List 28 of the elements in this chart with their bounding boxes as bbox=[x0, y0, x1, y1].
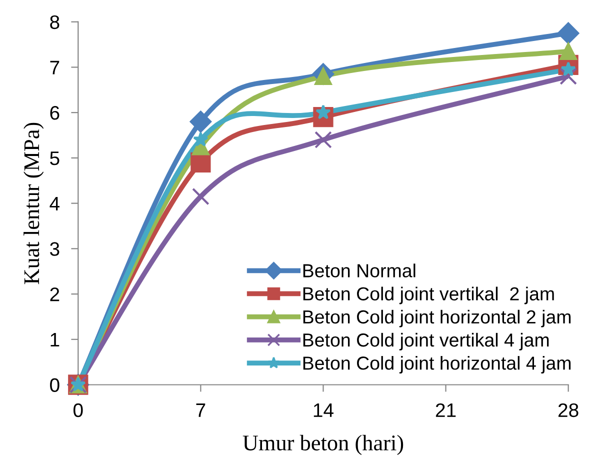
x-tick-label: 14 bbox=[314, 404, 334, 417]
y-tick-label: 7 bbox=[50, 60, 60, 74]
legend-label: Beton Cold joint horizontal 4 jam bbox=[303, 356, 571, 374]
point bbox=[560, 42, 578, 60]
legend-label: Beton Cold joint vertikal 2 jam bbox=[303, 286, 554, 304]
x-tick-label: 0 bbox=[73, 403, 83, 418]
point bbox=[192, 188, 210, 206]
y-tick-label: 5 bbox=[50, 152, 60, 166]
legend-label: Beton Cold joint vertikal 4 jam bbox=[303, 332, 549, 350]
point bbox=[557, 22, 580, 44]
y-tick-label: 8 bbox=[50, 15, 60, 30]
x-tick-label: 28 bbox=[558, 403, 578, 418]
y-axis-title: Kuat lentur (MPa) bbox=[24, 122, 44, 284]
legend-label: Beton Normal bbox=[303, 264, 416, 278]
point bbox=[560, 68, 578, 85]
x-axis-title: Umur beton (hari) bbox=[242, 434, 404, 455]
point bbox=[193, 132, 208, 146]
y-tick-label: 0 bbox=[50, 378, 60, 392]
y-tick-label: 2 bbox=[50, 287, 60, 302]
legend-label: Beton Cold joint horizontal 2 jam bbox=[303, 310, 571, 328]
y-tick-label: 3 bbox=[50, 242, 60, 256]
point bbox=[190, 110, 212, 133]
x-tick-label: 7 bbox=[196, 404, 206, 417]
y-tick-label: 4 bbox=[50, 196, 60, 210]
point bbox=[314, 131, 332, 148]
x-tick-label: 21 bbox=[436, 403, 456, 417]
y-tick-label: 1 bbox=[50, 333, 60, 346]
y-tick-label: 6 bbox=[50, 106, 60, 120]
